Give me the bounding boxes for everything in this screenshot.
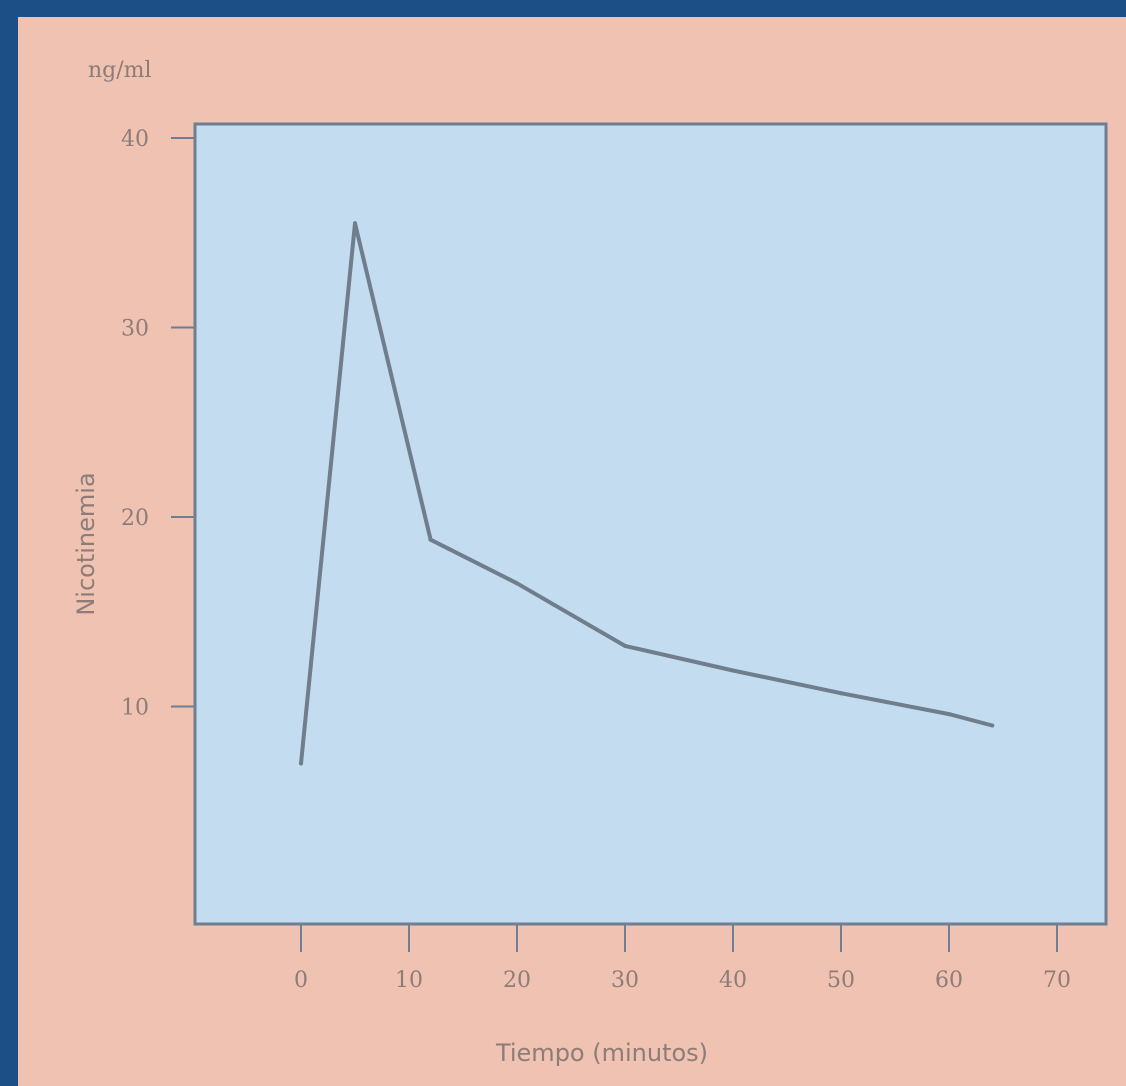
line-chart: 10 20 30 40 0 10 20 30 40 50 60 70 ng/ml Nicotinem…: [72, 58, 1108, 1067]
y-axis-title: Nicotinemia: [72, 472, 100, 615]
plot-area: [193, 122, 1108, 926]
x-tick-label-30: 30: [611, 968, 639, 993]
data-point-5: [731, 668, 735, 673]
data-point-6: [839, 691, 843, 696]
x-tick-label-40: 40: [719, 968, 747, 993]
y-axis-ticks: 10 20 30 40: [121, 127, 195, 721]
data-point-0: [299, 761, 303, 766]
y-tick-label-40: 40: [121, 127, 149, 152]
y-unit-label: ng/ml: [88, 58, 152, 83]
x-tick-label-50: 50: [827, 968, 855, 993]
y-tick-label-30: 30: [121, 317, 149, 342]
x-tick-label-60: 60: [935, 968, 963, 993]
data-point-7: [947, 712, 951, 717]
y-tick-label-20: 20: [121, 506, 149, 531]
x-tick-label-70: 70: [1043, 968, 1071, 993]
y-tick-label-10: 10: [121, 696, 149, 721]
x-axis-title: Tiempo (minutos): [495, 1039, 708, 1067]
chart-frame: 10 20 30 40 0 10 20 30 40 50 60 70 ng/ml Nicotinem…: [18, 17, 1126, 1086]
data-point-8: [990, 723, 995, 728]
data-point-3: [515, 581, 519, 586]
data-point-2: [428, 537, 433, 542]
x-tick-label-0: 0: [294, 968, 308, 993]
data-points: [299, 221, 995, 766]
data-point-1: [353, 221, 357, 226]
x-tick-label-10: 10: [395, 968, 423, 993]
data-point-4: [623, 643, 627, 648]
x-tick-label-20: 20: [503, 968, 531, 993]
x-axis-ticks: 0 10 20 30 40 50 60 70: [294, 924, 1071, 993]
